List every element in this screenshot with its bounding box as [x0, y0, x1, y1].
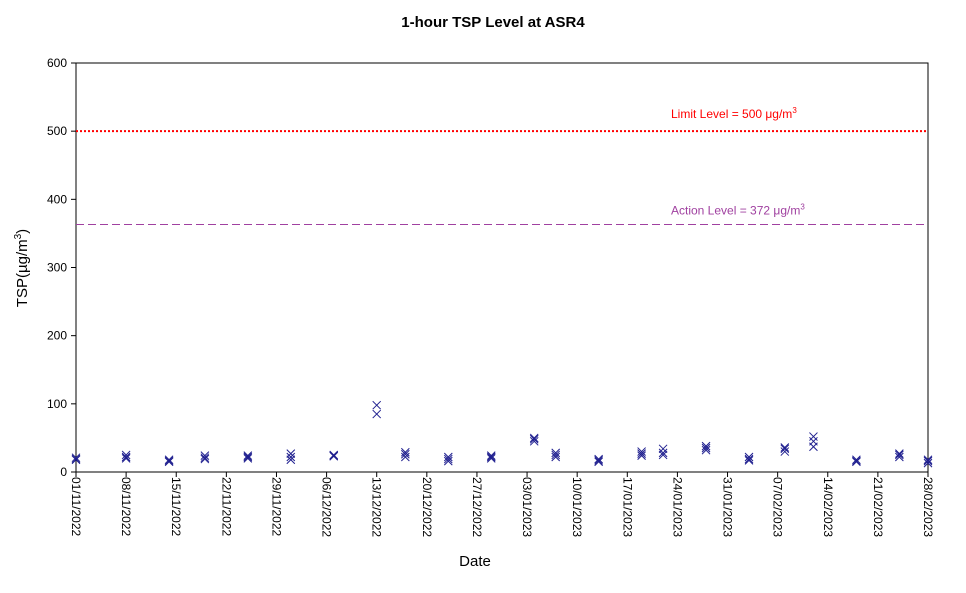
data-point: [486, 452, 496, 462]
data-point: [744, 454, 754, 464]
data-point: [551, 452, 561, 462]
x-tick-label: 15/11/2022: [169, 477, 183, 536]
y-axis: 0 100 200 300 400 500 600: [47, 56, 76, 479]
data-point: [701, 445, 711, 455]
x-tick-label: 03/01/2023: [520, 477, 534, 537]
x-tick-label: 20/12/2022: [420, 477, 434, 537]
x-tick-label: 31/01/2023: [721, 477, 735, 537]
data-point: [529, 436, 539, 446]
data-point: [486, 451, 496, 460]
data-point: [121, 450, 131, 460]
data-point: [400, 449, 410, 459]
y-tick-label: 0: [60, 465, 67, 479]
data-point: [658, 450, 668, 460]
data-point: [372, 400, 382, 410]
data-point: [744, 456, 754, 465]
x-tick-label: 08/11/2022: [119, 477, 133, 536]
data-point: [486, 454, 496, 463]
data-point: [895, 449, 904, 458]
data-point: [200, 451, 210, 460]
data-point: [286, 449, 296, 458]
data-point: [594, 457, 604, 467]
data-point: [852, 455, 861, 465]
data-point: [780, 443, 790, 452]
data-point: [372, 409, 382, 419]
data-point: [243, 451, 253, 460]
x-tick-label: 10/01/2023: [570, 477, 584, 537]
data-point: [286, 455, 296, 465]
data-point: [71, 453, 81, 463]
data-point: [71, 454, 81, 464]
data-point: [923, 455, 933, 465]
y-axis-label: TSP(µg/m3): [13, 229, 31, 307]
data-point: [243, 454, 253, 463]
chart-title: 1-hour TSP Level at ASR4: [401, 14, 585, 31]
data-point: [551, 448, 561, 458]
data-point: [443, 456, 453, 466]
x-axis: 01/11/2022 08/11/2022 15/11/2022 22/11/2022…: [69, 472, 935, 537]
data-point: [121, 452, 131, 462]
x-axis-label: Date: [459, 553, 491, 570]
x-tick-label: 21/02/2023: [871, 477, 885, 537]
x-tick-label: 28/02/2023: [921, 477, 935, 537]
x-tick-label: 24/01/2023: [670, 477, 684, 537]
data-point: [200, 454, 210, 464]
x-tick-label: 06/12/2022: [320, 477, 334, 537]
data-point: [701, 441, 711, 451]
data-point: [852, 456, 861, 466]
data-point: [286, 452, 296, 462]
data-point: [637, 447, 646, 456]
data-point: [809, 436, 818, 446]
x-tick-label: 13/12/2022: [370, 477, 384, 537]
data-points: [71, 400, 933, 468]
data-point: [780, 447, 790, 456]
data-point: [923, 458, 933, 468]
data-point: [551, 450, 561, 460]
data-point: [923, 456, 933, 466]
plot-area: [75, 62, 929, 473]
data-point: [164, 455, 174, 465]
data-point: [400, 452, 410, 462]
data-point: [443, 454, 453, 464]
x-tick-label: 14/02/2023: [821, 477, 835, 537]
y-tick-label: 200: [47, 329, 67, 343]
data-point: [443, 452, 453, 462]
x-tick-label: 01/11/2022: [69, 477, 83, 536]
data-point: [744, 452, 754, 462]
data-point: [329, 451, 339, 461]
data-point: [895, 452, 904, 462]
data-point: [529, 433, 539, 443]
x-tick-label: 17/01/2023: [620, 477, 634, 537]
x-tick-label: 22/11/2022: [219, 477, 233, 536]
x-tick-label: 29/11/2022: [269, 477, 283, 536]
x-tick-label: 07/02/2023: [771, 477, 785, 537]
y-tick-label: 600: [47, 56, 67, 70]
data-point: [809, 432, 818, 441]
data-point: [780, 444, 790, 454]
data-point: [594, 456, 604, 465]
data-point: [594, 454, 604, 464]
y-tick-label: 400: [47, 192, 67, 206]
limit-level-label: Limit Level = 500 μg/m3: [671, 106, 797, 121]
data-point: [637, 451, 646, 460]
data-point: [529, 434, 539, 444]
data-point: [243, 452, 253, 462]
data-point: [164, 456, 174, 466]
data-point: [701, 443, 711, 453]
y-tick-label: 300: [47, 261, 67, 275]
data-point: [121, 454, 131, 463]
x-tick-label: 27/12/2022: [470, 477, 484, 537]
data-point: [400, 447, 410, 457]
data-point: [658, 448, 668, 458]
data-point: [200, 453, 210, 463]
data-point: [658, 444, 668, 454]
y-tick-label: 100: [47, 397, 67, 411]
data-point: [637, 449, 646, 458]
y-tick-label: 500: [47, 124, 67, 138]
action-level-label: Action Level = 372 μg/m3: [671, 203, 805, 218]
data-point: [895, 450, 904, 460]
